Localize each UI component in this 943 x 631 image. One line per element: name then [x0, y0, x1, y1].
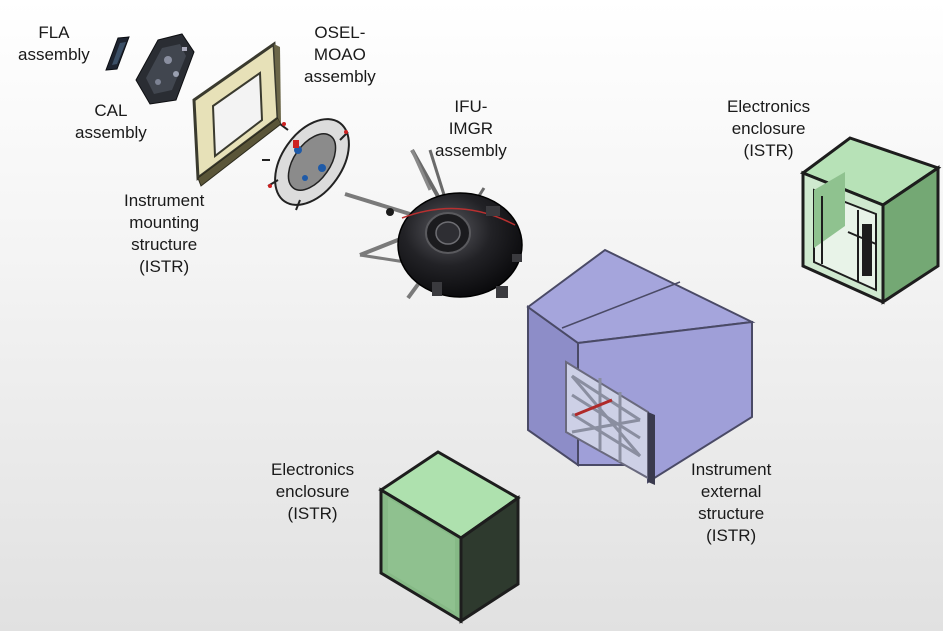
osel-label-line-2: MOAO — [313, 45, 366, 64]
osel-moao-assembly-label: OSEL- MOAO assembly — [304, 22, 376, 88]
mounting-label-line-3: structure — [131, 235, 198, 254]
electronics-enclosure-bottom-part — [378, 450, 521, 624]
external-label-line-4: (ISTR) — [706, 526, 757, 545]
ifu-label-line-3: assembly — [435, 141, 507, 160]
cal-label-line-1: CAL — [94, 101, 128, 120]
elec-bottom-label-line-1: Electronics — [271, 460, 355, 479]
mounting-label-line-1: Instrument — [124, 191, 205, 210]
external-structure-label: Instrument external structure (ISTR) — [691, 459, 771, 547]
elec-top-label-line-3: (ISTR) — [743, 141, 794, 160]
external-structure-part — [526, 248, 756, 485]
electronics-enclosure-bottom-label: Electronics enclosure (ISTR) — [271, 459, 354, 525]
electronics-enclosure-top-part — [799, 136, 942, 305]
mounting-label-line-4: (ISTR) — [139, 257, 190, 276]
elec-bottom-label-line-3: (ISTR) — [287, 504, 338, 523]
osel-label-line-3: assembly — [304, 67, 376, 86]
mounting-structure-part — [192, 41, 282, 187]
osel-label-line-1: OSEL- — [314, 23, 366, 42]
external-label-line-3: structure — [698, 504, 765, 523]
cal-assembly-part — [135, 33, 195, 105]
external-label-line-1: Instrument — [691, 460, 772, 479]
elec-top-label-line-2: enclosure — [731, 119, 806, 138]
fla-label-line-1: FLA — [38, 23, 70, 42]
mounting-structure-label: Instrument mounting structure (ISTR) — [124, 190, 204, 278]
fla-assembly-label: FLA assembly — [18, 22, 90, 66]
ifu-imgr-assembly-label: IFU- IMGR assembly — [435, 96, 507, 162]
external-label-line-2: external — [700, 482, 762, 501]
fla-assembly-part — [105, 36, 130, 71]
ifu-imgr-assembly-part — [344, 149, 523, 300]
fla-label-line-2: assembly — [18, 45, 90, 64]
ifu-label-line-2: IMGR — [448, 119, 494, 138]
elec-top-label-line-1: Electronics — [727, 97, 811, 116]
electronics-enclosure-top-label: Electronics enclosure (ISTR) — [727, 96, 810, 162]
elec-bottom-label-line-2: enclosure — [275, 482, 350, 501]
osel-moao-assembly-part — [262, 118, 350, 211]
cal-label-line-2: assembly — [75, 123, 147, 142]
mounting-label-line-2: mounting — [129, 213, 200, 232]
ifu-label-line-1: IFU- — [454, 97, 488, 116]
cal-assembly-label: CAL assembly — [75, 100, 147, 144]
